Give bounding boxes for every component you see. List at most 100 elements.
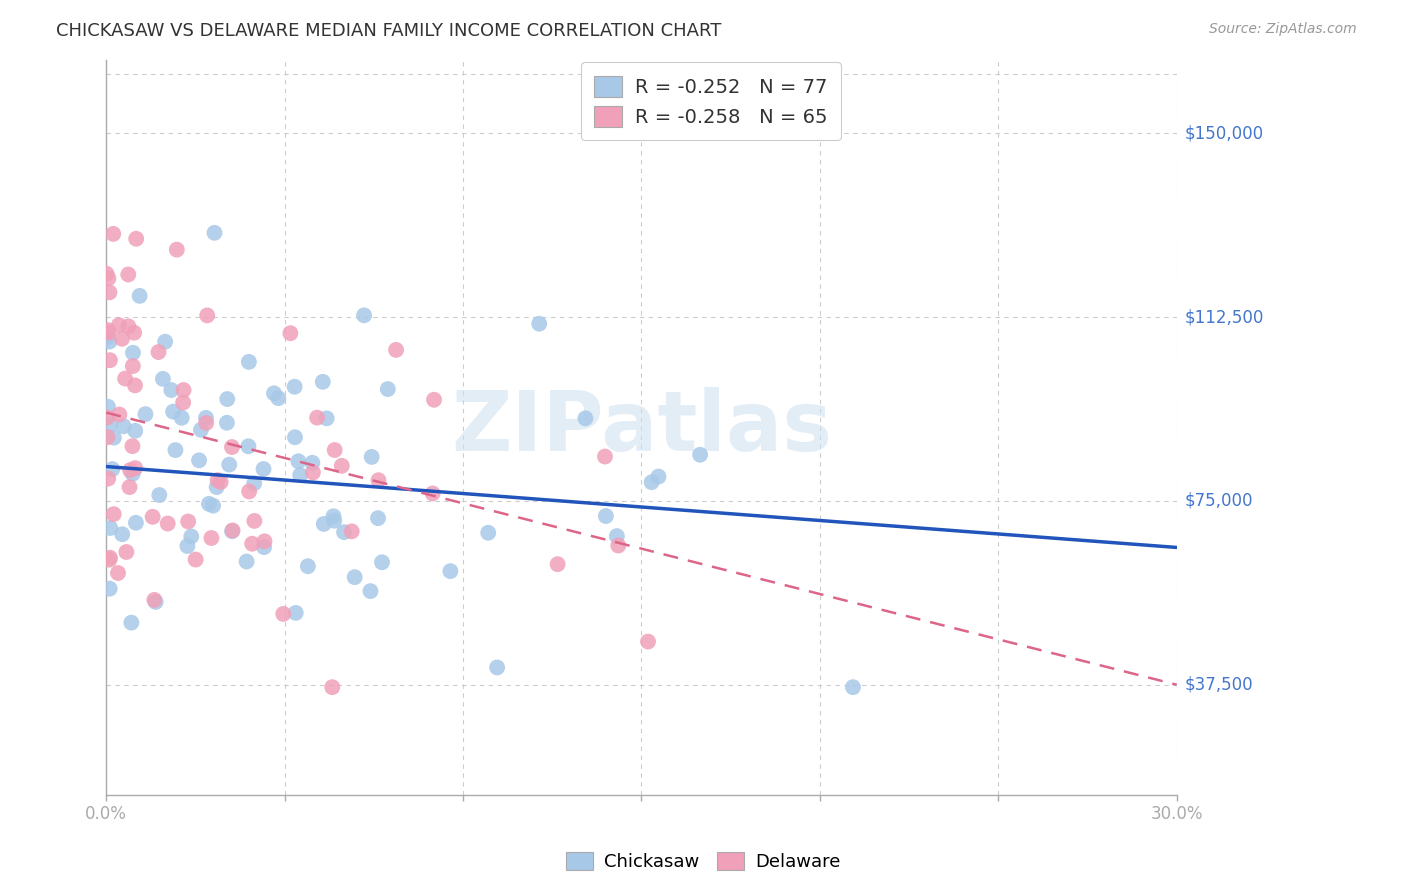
Legend: Chickasaw, Delaware: Chickasaw, Delaware	[558, 845, 848, 879]
Point	[134, 407, 156, 421]
Point	[180, 529, 202, 543]
Point	[323, 514, 346, 528]
Point	[238, 355, 260, 369]
Point	[97, 400, 120, 414]
Point	[160, 383, 183, 397]
Point	[221, 524, 243, 538]
Point	[322, 509, 344, 524]
Point	[301, 456, 323, 470]
Point	[98, 353, 121, 368]
Point	[321, 680, 343, 694]
Point	[96, 430, 118, 444]
Point	[240, 537, 263, 551]
Point	[647, 469, 669, 483]
Point	[173, 383, 195, 397]
Point	[547, 557, 569, 571]
Point	[98, 550, 121, 565]
Point	[423, 392, 446, 407]
Point	[195, 416, 218, 430]
Point	[207, 473, 229, 487]
Point	[190, 423, 212, 437]
Point	[315, 411, 337, 425]
Point	[97, 472, 120, 486]
Point	[307, 410, 329, 425]
Point	[330, 458, 353, 473]
Point	[120, 615, 142, 630]
Point	[194, 410, 217, 425]
Point	[200, 531, 222, 545]
Point	[271, 607, 294, 621]
Point	[215, 416, 238, 430]
Point	[111, 527, 134, 541]
Point	[477, 525, 499, 540]
Point	[98, 285, 121, 300]
Point	[253, 534, 276, 549]
Point	[284, 606, 307, 620]
Point	[238, 484, 260, 499]
Text: $37,500: $37,500	[1185, 676, 1254, 694]
Point	[152, 372, 174, 386]
Point	[284, 380, 307, 394]
Point	[204, 226, 226, 240]
Point	[143, 593, 166, 607]
Point	[115, 545, 138, 559]
Point	[297, 559, 319, 574]
Point	[145, 595, 167, 609]
Point	[125, 232, 148, 246]
Point	[98, 552, 121, 566]
Point	[170, 410, 193, 425]
Text: $75,000: $75,000	[1185, 491, 1254, 510]
Point	[360, 450, 382, 464]
Legend: R = -0.252   N = 77, R = -0.258   N = 65: R = -0.252 N = 77, R = -0.258 N = 65	[581, 62, 841, 140]
Point	[166, 243, 188, 257]
Point	[103, 227, 125, 241]
Point	[422, 486, 444, 500]
Point	[184, 552, 207, 566]
Point	[323, 443, 346, 458]
Point	[290, 468, 312, 483]
Point	[172, 395, 194, 409]
Point	[340, 524, 363, 539]
Point	[153, 334, 176, 349]
Text: CHICKASAW VS DELAWARE MEDIAN FAMILY INCOME CORRELATION CHART: CHICKASAW VS DELAWARE MEDIAN FAMILY INCO…	[56, 22, 721, 40]
Point	[98, 334, 121, 349]
Point	[124, 424, 146, 438]
Point	[148, 345, 170, 359]
Point	[97, 323, 120, 337]
Point	[108, 408, 131, 422]
Point	[689, 448, 711, 462]
Point	[529, 317, 551, 331]
Point	[195, 309, 218, 323]
Point	[302, 466, 325, 480]
Point	[98, 521, 121, 535]
Point	[101, 462, 124, 476]
Point	[108, 318, 131, 332]
Point	[103, 507, 125, 521]
Text: ZIPatlas: ZIPatlas	[451, 387, 832, 467]
Point	[165, 443, 187, 458]
Point	[353, 308, 375, 322]
Point	[122, 326, 145, 340]
Point	[842, 680, 865, 694]
Point	[287, 454, 309, 468]
Point	[595, 509, 617, 524]
Point	[209, 475, 232, 489]
Point	[111, 332, 134, 346]
Point	[312, 375, 335, 389]
Point	[112, 419, 135, 434]
Point	[235, 554, 257, 568]
Point	[238, 439, 260, 453]
Point	[243, 514, 266, 528]
Point	[607, 539, 630, 553]
Point	[202, 499, 225, 513]
Point	[118, 480, 141, 494]
Point	[221, 524, 243, 539]
Point	[267, 391, 290, 405]
Point	[439, 564, 461, 578]
Point	[280, 326, 302, 341]
Point	[121, 467, 143, 481]
Point	[120, 463, 142, 477]
Point	[312, 516, 335, 531]
Point	[221, 440, 243, 454]
Point	[243, 476, 266, 491]
